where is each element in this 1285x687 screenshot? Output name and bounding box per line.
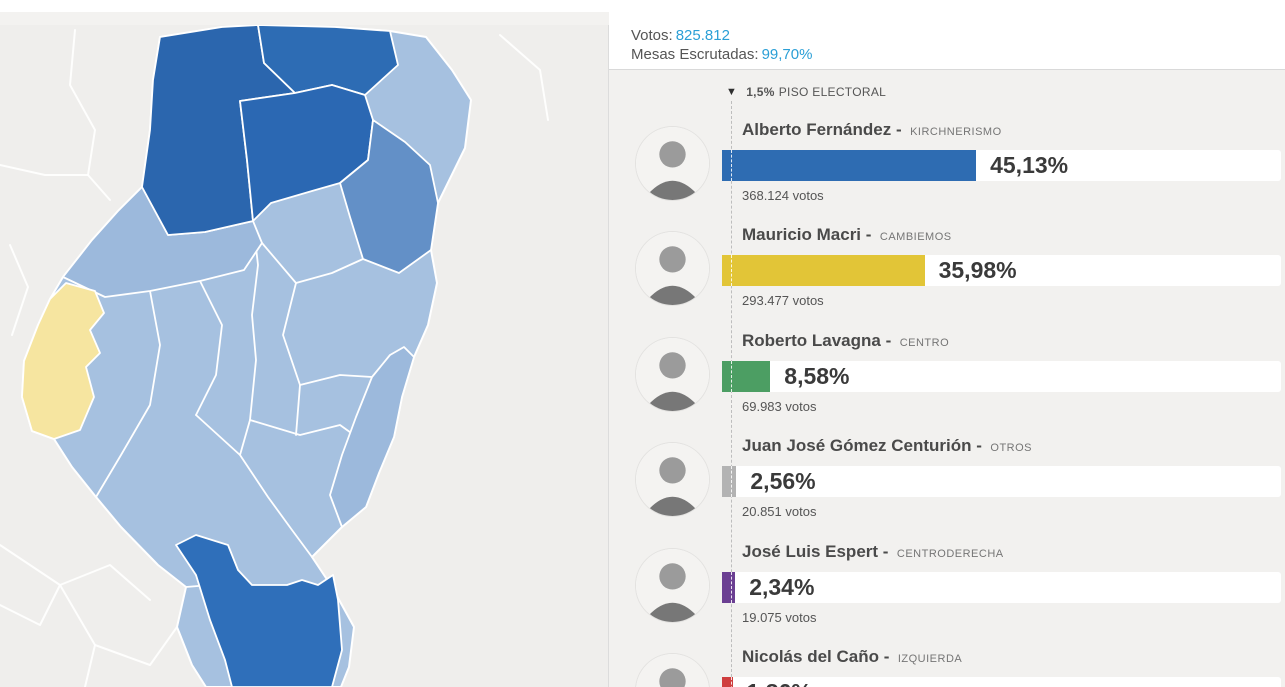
candidate-name-line: Juan José Gómez Centurión - OTROS xyxy=(742,436,1032,456)
department-boundary-line[interactable] xyxy=(95,290,161,498)
person-silhouette-icon xyxy=(636,127,709,200)
candidate-party: CAMBIEMOS xyxy=(879,231,952,244)
result-percentage: 2,56% xyxy=(750,468,816,495)
candidate-photo xyxy=(636,232,709,306)
electoral-threshold-label: ▼ 1,5% PISO ELECTORAL xyxy=(726,83,886,101)
person-silhouette-icon xyxy=(636,232,709,306)
candidate-name-line: Nicolás del Caño - IZQUIERDA xyxy=(742,647,962,667)
result-bar xyxy=(722,150,977,181)
dept-east-medium[interactable] xyxy=(339,119,439,274)
candidate-name: Juan José Gómez Centurión - xyxy=(742,436,982,456)
candidate-name-line: Alberto Fernández - KIRCHNERISMO xyxy=(742,120,1002,140)
total-votes-line: Votos: 825.812 xyxy=(631,26,1285,45)
candidate-photo xyxy=(636,337,709,411)
department-boundary-line[interactable] xyxy=(261,242,364,284)
triangle-down-icon: ▼ xyxy=(726,86,738,98)
result-bar-track: 2,34% xyxy=(722,571,1281,603)
candidate-row[interactable]: Alberto Fernández - KIRCHNERISMO 45,13% … xyxy=(609,112,1285,217)
mesas-label: Mesas Escrutadas: xyxy=(631,46,759,63)
department-boundary-line[interactable] xyxy=(282,282,301,436)
department-boundary-line[interactable] xyxy=(195,280,223,416)
neighbor-boundary-line[interactable] xyxy=(499,34,549,121)
candidate-name: Alberto Fernández - xyxy=(742,120,902,139)
panel-divider xyxy=(608,25,609,687)
map-top-strip xyxy=(0,0,609,12)
province-map[interactable] xyxy=(0,0,609,687)
candidate-photo xyxy=(636,127,709,200)
candidate-name: Mauricio Macri - xyxy=(742,225,872,245)
candidate-row[interactable]: Mauricio Macri - CAMBIEMOS 35,98% 293.47… xyxy=(609,217,1285,322)
candidate-row[interactable]: Roberto Lavagna - CENTRO 8,58% 69.983 vo… xyxy=(609,323,1285,428)
neighbor-boundary-line[interactable] xyxy=(9,244,29,336)
candidate-rows: Alberto Fernández - KIRCHNERISMO 45,13% … xyxy=(609,112,1285,687)
dept-south-dark[interactable] xyxy=(175,534,343,687)
neighbor-boundary-line[interactable] xyxy=(94,626,178,666)
dept-west-yellow[interactable] xyxy=(21,282,105,440)
result-percentage: 2,34% xyxy=(749,573,815,600)
candidate-photo xyxy=(636,443,709,517)
neighbor-boundary-line[interactable] xyxy=(69,29,111,201)
person-silhouette-icon xyxy=(636,548,709,622)
threshold-text: PISO ELECTORAL xyxy=(778,85,887,99)
result-bar-track: 45,13% xyxy=(722,150,1281,181)
candidate-votes: 293.477 votos xyxy=(742,293,824,309)
result-percentage: 1,86% xyxy=(747,679,812,687)
neighbor-boundary-line[interactable] xyxy=(59,564,151,601)
polled-stations-line: Mesas Escrutadas: 99,70% xyxy=(631,45,1285,64)
candidate-votes: 69.983 votos xyxy=(742,398,817,414)
department-boundary-line[interactable] xyxy=(239,454,313,558)
candidate-name: Roberto Lavagna - xyxy=(742,330,892,350)
result-bar-track: 8,58% xyxy=(722,360,1281,392)
candidate-party: CENTRODERECHA xyxy=(896,547,1004,560)
candidate-party: CENTRO xyxy=(899,336,950,349)
result-bar-track: 1,86% xyxy=(722,676,1281,687)
map-top-band xyxy=(0,12,609,25)
candidate-row[interactable]: Nicolás del Caño - IZQUIERDA 1,86% xyxy=(609,639,1285,687)
results-list-area: ▼ 1,5% PISO ELECTORAL Alberto Fernández … xyxy=(609,71,1285,687)
department-boundary-line[interactable] xyxy=(299,374,373,386)
candidate-name-line: Roberto Lavagna - CENTRO xyxy=(742,331,949,351)
person-silhouette-icon xyxy=(636,337,709,411)
votes-value: 825.812 xyxy=(675,27,730,44)
dept-center-north[interactable] xyxy=(239,84,374,222)
candidate-party: IZQUIERDA xyxy=(897,652,963,665)
result-percentage: 45,13% xyxy=(990,152,1069,178)
person-silhouette-icon xyxy=(636,653,709,687)
candidate-row[interactable]: Juan José Gómez Centurión - OTROS 2,56% … xyxy=(609,428,1285,533)
candidate-row[interactable]: José Luis Espert - CENTRODERECHA 2,34% 1… xyxy=(609,534,1285,639)
candidate-photo xyxy=(636,653,709,687)
person-silhouette-icon xyxy=(636,443,709,517)
candidate-votes: 19.075 votos xyxy=(742,609,817,625)
department-choropleth-map[interactable] xyxy=(0,25,609,687)
result-bar xyxy=(722,676,733,687)
candidate-name: José Luis Espert - xyxy=(742,541,889,561)
result-bar xyxy=(722,360,771,392)
result-bar-track: 35,98% xyxy=(722,255,1281,287)
results-panel: Votos: 825.812 Mesas Escrutadas: 99,70% ▼ … xyxy=(609,0,1285,687)
results-header: Votos: 825.812 Mesas Escrutadas: 99,70% xyxy=(609,0,1285,70)
result-bar xyxy=(722,255,925,287)
candidate-photo xyxy=(636,548,709,622)
neighbor-boundary-line[interactable] xyxy=(0,544,96,687)
result-bar xyxy=(722,571,736,603)
result-percentage: 35,98% xyxy=(938,257,1017,284)
candidate-name-line: Mauricio Macri - CAMBIEMOS xyxy=(742,225,952,245)
threshold-dotted-line xyxy=(731,101,732,687)
mesas-value: 99,70% xyxy=(761,46,813,63)
threshold-percent: 1,5% xyxy=(746,85,775,99)
result-bar-track: 2,56% xyxy=(722,466,1281,498)
neighbor-boundary-line[interactable] xyxy=(0,164,89,176)
neighbor-boundary-line[interactable] xyxy=(0,584,61,626)
candidate-name: Nicolás del Caño - xyxy=(742,646,890,666)
candidate-party: OTROS xyxy=(990,442,1033,455)
result-percentage: 8,58% xyxy=(784,362,850,389)
candidate-votes: 20.851 votos xyxy=(742,504,817,520)
votes-label: Votos: xyxy=(631,27,673,44)
candidate-votes: 368.124 votos xyxy=(742,188,824,203)
candidate-party: KIRCHNERISMO xyxy=(910,126,1002,138)
result-bar xyxy=(722,466,737,498)
dept-south-coast[interactable] xyxy=(329,346,415,528)
candidate-name-line: José Luis Espert - CENTRODERECHA xyxy=(742,542,1004,562)
